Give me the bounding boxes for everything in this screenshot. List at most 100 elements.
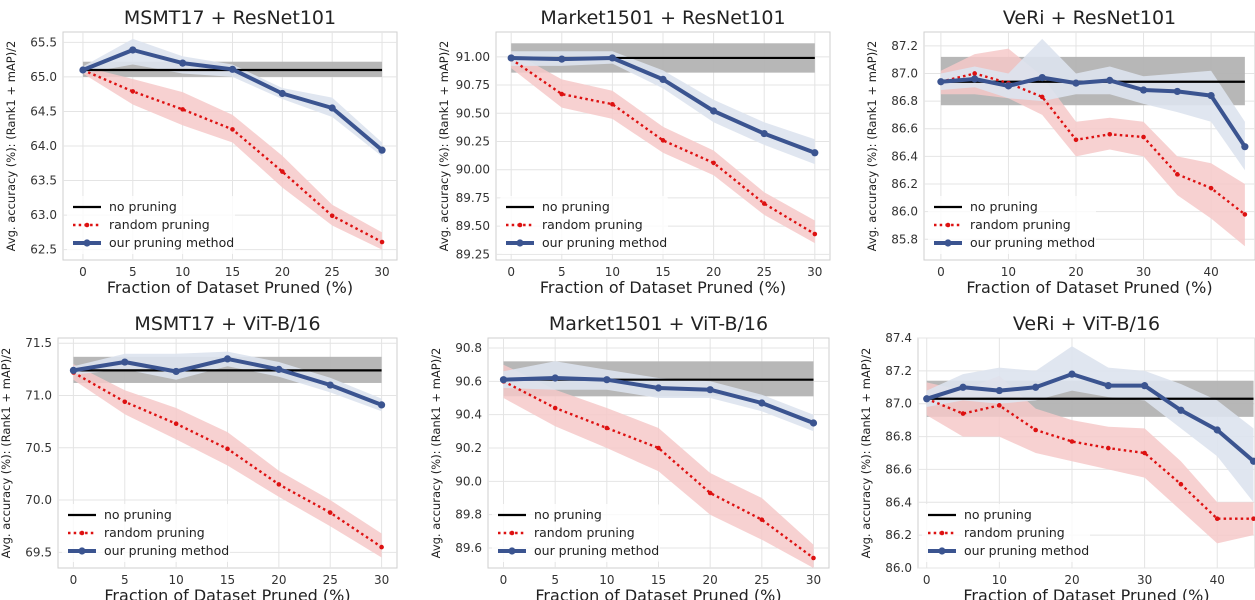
y-tick-label: 86.8 xyxy=(891,94,918,108)
random-pruning-point xyxy=(1107,131,1113,137)
x-tick-label: 40 xyxy=(1203,265,1218,279)
legend-box xyxy=(62,504,230,562)
our-method-point xyxy=(1177,406,1185,414)
legend-ours-label: our pruning method xyxy=(964,543,1089,558)
random-pruning-point xyxy=(1069,439,1075,444)
legend-random-marker xyxy=(939,530,945,536)
our-method-point xyxy=(603,376,611,384)
x-tick-label: 0 xyxy=(79,265,87,279)
random-pruning-point xyxy=(656,445,661,451)
random-pruning-point xyxy=(122,399,128,405)
x-tick-label: 25 xyxy=(754,573,769,587)
our-method-point xyxy=(1004,82,1013,90)
random-pruning-point xyxy=(180,107,185,112)
random-pruning-point xyxy=(173,421,179,427)
our-method-point xyxy=(1032,383,1040,391)
random-pruning-band xyxy=(926,375,1254,544)
x-tick-label: 10 xyxy=(605,265,620,279)
y-tick-label: 89.6 xyxy=(455,541,482,555)
random-pruning-point xyxy=(327,510,333,515)
chart-panel: 0 5 10 15 20 25 30 62.5 63.0 63.5 64.0 64.5 65.0 65.5… xyxy=(4,7,398,297)
y-tick-label: 91.00 xyxy=(456,50,490,64)
random-pruning-point xyxy=(1214,516,1220,522)
our-method-point xyxy=(551,374,559,382)
our-method-point xyxy=(758,399,766,407)
chart-title: VeRi + ResNet101 xyxy=(1003,7,1176,29)
random-pruning-point xyxy=(1105,445,1111,451)
our-method-point xyxy=(1038,74,1046,82)
y-tick-label: 86.0 xyxy=(885,561,912,575)
our-method-point xyxy=(608,54,616,62)
random-pruning-point xyxy=(711,160,716,166)
random-pruning-point xyxy=(280,169,285,174)
y-axis-label: Avg. accuracy (%): (Rank1 + mAP)/2 xyxy=(0,348,13,559)
our-method-point xyxy=(278,89,286,98)
y-tick-label: 90.25 xyxy=(456,134,490,148)
our-method-point xyxy=(659,75,667,84)
x-tick-label: 20 xyxy=(275,265,290,279)
y-axis-label: Avg. accuracy (%): (Rank1 + mAP)/2 xyxy=(859,348,873,559)
chart-title: MSMT17 + ViT-B/16 xyxy=(134,313,320,335)
x-tick-label: 10 xyxy=(599,573,614,587)
chart-title: Market1501 + ResNet101 xyxy=(540,7,785,29)
y-tick-label: 86.6 xyxy=(891,122,918,136)
legend-random-label: random pruning xyxy=(542,217,643,232)
our-method-point xyxy=(937,78,945,86)
legend-no-pruning-label: no pruning xyxy=(104,507,172,522)
random-pruning-point xyxy=(379,544,384,550)
y-tick-label: 87.4 xyxy=(885,331,912,345)
legend-random-label: random pruning xyxy=(104,525,205,540)
chart-panel: 0 5 10 15 20 25 30 89.25 89.50 89.75 90.00 90.25 90.… xyxy=(437,7,831,297)
y-tick-label: 90.75 xyxy=(456,78,490,92)
our-method-point xyxy=(223,355,232,363)
our-method-point xyxy=(558,55,566,63)
chart-title: Market1501 + ViT-B/16 xyxy=(549,313,768,335)
x-tick-label: 30 xyxy=(374,265,389,279)
our-method-point xyxy=(228,65,237,73)
x-tick-label: 5 xyxy=(121,573,129,587)
random-pruning-point xyxy=(1073,137,1079,143)
legend-no-pruning-label: no pruning xyxy=(970,199,1038,214)
our-method-point xyxy=(378,146,386,154)
legend: no pruning random pruning our pruning meth… xyxy=(67,196,235,254)
x-axis-label: Fraction of Dataset Pruned (%) xyxy=(966,278,1212,297)
our-method-point xyxy=(1068,370,1076,378)
random-pruning-point xyxy=(230,127,235,132)
x-tick-label: 40 xyxy=(1210,573,1225,587)
random-pruning-point xyxy=(707,490,713,496)
legend-box xyxy=(922,504,1090,562)
x-tick-label: 0 xyxy=(500,573,508,587)
random-pruning-band xyxy=(503,364,814,568)
x-tick-label: 5 xyxy=(558,265,566,279)
x-axis-label: Fraction of Dataset Pruned (%) xyxy=(104,586,350,600)
x-tick-label: 0 xyxy=(923,573,931,587)
y-tick-label: 71.5 xyxy=(25,336,52,350)
random-pruning-point xyxy=(997,403,1002,408)
random-pruning-point xyxy=(811,555,816,561)
x-axis-label: Fraction of Dataset Pruned (%) xyxy=(540,278,786,297)
our-method-point xyxy=(79,66,87,74)
y-tick-label: 63.5 xyxy=(30,174,57,188)
y-tick-label: 87.0 xyxy=(885,397,912,411)
x-tick-label: 20 xyxy=(271,573,286,587)
random-pruning-point xyxy=(1175,172,1180,177)
our-method-point xyxy=(809,419,818,427)
y-tick-label: 86.4 xyxy=(891,149,918,163)
x-tick-label: 30 xyxy=(807,265,822,279)
our-method-point xyxy=(275,365,283,373)
our-method-point xyxy=(507,54,515,62)
random-pruning-point xyxy=(1039,94,1045,100)
x-tick-label: 20 xyxy=(703,573,718,587)
legend-no-pruning-label: no pruning xyxy=(534,507,602,522)
y-tick-label: 64.0 xyxy=(30,139,57,153)
our-method-point xyxy=(499,376,508,384)
x-tick-label: 5 xyxy=(129,265,137,279)
random-pruning-point xyxy=(379,239,385,245)
our-method-point xyxy=(1141,382,1149,390)
x-tick-label: 30 xyxy=(374,573,389,587)
x-axis-label: Fraction of Dataset Pruned (%) xyxy=(535,586,781,600)
y-axis-label: Avg. accuracy (%): (Rank1 + mAP)/2 xyxy=(4,41,18,252)
random-pruning-point xyxy=(1208,185,1214,191)
x-tick-label: 25 xyxy=(757,265,772,279)
plot-marks xyxy=(499,361,818,568)
